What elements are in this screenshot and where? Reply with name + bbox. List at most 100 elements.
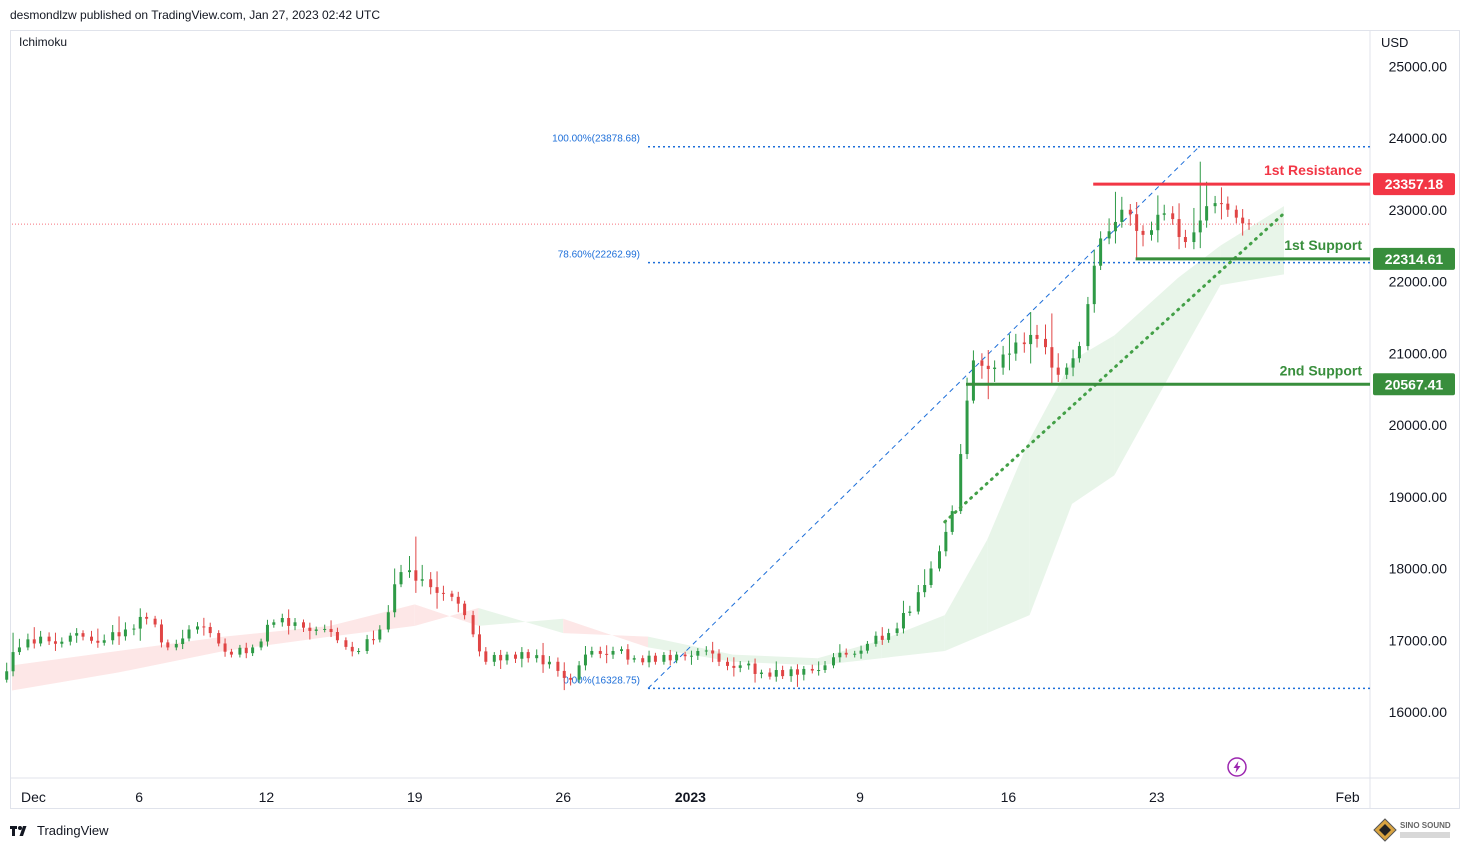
candle-body [577, 665, 581, 680]
chart-dividers [10, 31, 1460, 809]
cloud-segment [330, 604, 415, 637]
candle-body [938, 551, 941, 569]
candle-body [471, 615, 475, 635]
candle-body [662, 654, 666, 662]
candle-body [1162, 213, 1166, 215]
candle-body [901, 612, 905, 629]
candle-body [335, 631, 339, 641]
candle-body [569, 677, 573, 680]
candle-body [923, 585, 927, 593]
level-price-badge [1373, 373, 1455, 396]
candle-body [1183, 237, 1187, 243]
candle-body [759, 672, 763, 674]
candle-body [450, 593, 454, 597]
time-tick-label: 16 [1001, 789, 1017, 805]
candle-body [944, 531, 948, 552]
candle-body [145, 616, 149, 619]
candle-body [1177, 219, 1181, 238]
candle-body [17, 647, 21, 653]
candlestick-series [5, 161, 1286, 691]
candle-body [196, 626, 199, 630]
time-axis[interactable]: Dec 6 12 19 26 2023 9 16 23 Feb [21, 789, 1360, 805]
candle-body [895, 628, 899, 634]
price-tick-label: 19000.00 [1389, 489, 1448, 505]
time-tick-label: 26 [555, 789, 571, 805]
candle-body [166, 642, 170, 648]
fib-level-label: 0.00%(16328.75) [563, 675, 640, 686]
cloud-segment [1029, 360, 1072, 616]
price-tick-label: 16000.00 [1389, 704, 1448, 720]
candle-body [689, 655, 693, 657]
candle-body [499, 654, 503, 661]
candle-body [441, 592, 445, 594]
level-name: 1st Support [1284, 237, 1362, 253]
candle-body [187, 629, 191, 639]
cloud-segment [478, 607, 564, 634]
cloud-segment [414, 604, 479, 626]
candle-body [117, 632, 121, 637]
candle-body [1213, 203, 1217, 207]
tradingview-logo-icon [10, 825, 27, 836]
candle-body [1234, 209, 1238, 218]
candle-body [916, 592, 920, 612]
price-tick-label: 24000.00 [1389, 130, 1448, 146]
time-tick-label: 2023 [675, 789, 706, 805]
candle-body [1056, 367, 1060, 375]
sino-sound-watermark: SINO SOUND [1373, 818, 1451, 842]
candle-body [514, 654, 517, 659]
candle-body [153, 618, 157, 625]
candle-body [598, 651, 602, 654]
fibonacci-retracement[interactable]: 100.00%(23878.68) 78.60%(22262.99) 0.00%(1… [552, 134, 1370, 690]
cloud-segment [563, 618, 648, 648]
candle-body [605, 653, 609, 655]
candle-body [429, 579, 433, 588]
candle-body [408, 570, 411, 573]
candle-body [535, 655, 539, 659]
candle-body [817, 670, 821, 672]
candle-body [802, 668, 806, 675]
footer-brand[interactable]: TradingView [10, 823, 109, 838]
candle-body [1035, 334, 1039, 339]
fib-trend-line[interactable] [647, 146, 1200, 689]
candle-body [641, 658, 645, 663]
footer-brand-label: TradingView [37, 823, 109, 838]
candle-body [350, 646, 354, 652]
candle-body [365, 639, 369, 652]
candle-body [880, 635, 884, 640]
candle-body [971, 360, 975, 401]
candle-body [492, 654, 496, 662]
candle-body [323, 628, 327, 630]
candle-body [789, 669, 793, 677]
cloud-segment [732, 654, 818, 666]
candle-body [251, 647, 255, 654]
currency-label: USD [1381, 35, 1408, 50]
lightning-icon[interactable] [1227, 757, 1247, 777]
candle-body [435, 587, 439, 593]
candle-body [547, 661, 551, 665]
candle-body [632, 658, 636, 660]
candle-body [980, 360, 984, 366]
price-axis[interactable]: USD 25000.00 24000.00 23000.00 22000.00 21000… [1381, 35, 1447, 720]
publisher-line: desmondlzw published on TradingView.com,… [10, 8, 381, 22]
candle-body [647, 655, 651, 663]
candle-body [1077, 346, 1081, 359]
candle-body [541, 655, 545, 665]
indicator-label[interactable]: Ichimoku [19, 35, 68, 49]
time-tick-label: Dec [21, 789, 46, 805]
candle-body [1113, 221, 1117, 232]
candle-body [265, 624, 269, 642]
candle-body [47, 636, 51, 642]
candle-body [526, 652, 530, 659]
candle-body [717, 653, 721, 662]
candle-body [420, 579, 424, 581]
candle-body [1029, 334, 1033, 345]
candle-body [950, 511, 954, 532]
candle-body [208, 626, 212, 634]
candle-body [774, 670, 778, 677]
candle-body [308, 627, 312, 631]
candle-body [1219, 203, 1223, 205]
support-resistance-levels[interactable]: 1st Resistance 23357.18 1st Support 22314.6… [966, 162, 1455, 396]
candle-body [463, 603, 467, 616]
candle-body [844, 652, 848, 655]
